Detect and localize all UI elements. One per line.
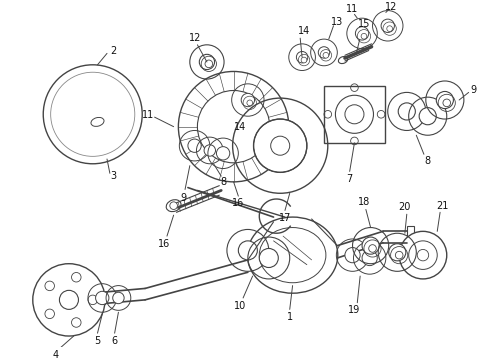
Ellipse shape [166,200,181,212]
Circle shape [345,105,364,124]
Ellipse shape [339,57,347,64]
Circle shape [270,136,290,155]
Text: 20: 20 [399,202,411,212]
Circle shape [188,139,201,152]
Circle shape [88,295,98,305]
Circle shape [361,33,367,39]
Circle shape [419,108,436,125]
Circle shape [197,90,270,163]
Ellipse shape [247,217,338,293]
Circle shape [399,231,447,279]
Circle shape [247,100,253,106]
Text: 6: 6 [112,336,118,346]
Circle shape [381,19,394,32]
Text: 8: 8 [425,156,431,166]
Circle shape [301,57,307,63]
Circle shape [368,245,376,252]
Text: 9: 9 [180,193,186,203]
Text: 5: 5 [95,336,100,346]
Circle shape [355,27,368,40]
Circle shape [436,91,453,109]
Circle shape [362,251,377,266]
Circle shape [241,93,254,107]
Circle shape [43,65,142,164]
Text: 2: 2 [111,46,117,57]
Circle shape [253,119,307,172]
Text: 19: 19 [348,305,361,315]
Text: 14: 14 [234,122,246,132]
Circle shape [217,147,230,160]
Circle shape [72,273,81,282]
Circle shape [178,72,289,182]
Text: 21: 21 [436,201,448,211]
Text: 11: 11 [142,110,154,120]
Text: 12: 12 [385,2,398,12]
Circle shape [96,291,109,305]
Bar [407,226,415,247]
Text: 12: 12 [189,33,202,43]
Circle shape [318,47,330,58]
Circle shape [204,145,216,156]
Circle shape [72,318,81,327]
Circle shape [259,248,278,267]
Circle shape [395,251,403,259]
Text: 7: 7 [346,174,353,184]
Ellipse shape [91,117,104,126]
Text: 18: 18 [358,197,370,207]
Text: 4: 4 [52,350,59,360]
Circle shape [45,309,54,319]
Text: 16: 16 [158,239,170,249]
Circle shape [59,291,78,309]
Circle shape [398,103,416,120]
Text: 1: 1 [287,312,293,322]
Text: 13: 13 [331,17,343,27]
Text: 8: 8 [220,177,226,187]
Text: 3: 3 [111,171,117,181]
Circle shape [199,54,215,69]
Bar [324,86,385,143]
Circle shape [113,292,124,304]
Circle shape [336,95,373,133]
Circle shape [238,241,257,260]
Text: 17: 17 [279,213,291,223]
Circle shape [205,60,213,68]
Circle shape [33,264,105,336]
Text: 16: 16 [232,198,245,208]
Text: 14: 14 [298,26,310,36]
Circle shape [323,53,329,58]
Circle shape [443,99,451,107]
Circle shape [387,26,392,31]
Text: 15: 15 [358,19,370,29]
Text: 9: 9 [470,85,476,95]
Circle shape [45,281,54,291]
Circle shape [296,51,308,63]
Text: 10: 10 [234,301,246,311]
Circle shape [345,248,360,263]
Ellipse shape [259,228,326,283]
Circle shape [389,244,406,261]
Circle shape [362,237,379,254]
Text: 11: 11 [346,4,359,14]
